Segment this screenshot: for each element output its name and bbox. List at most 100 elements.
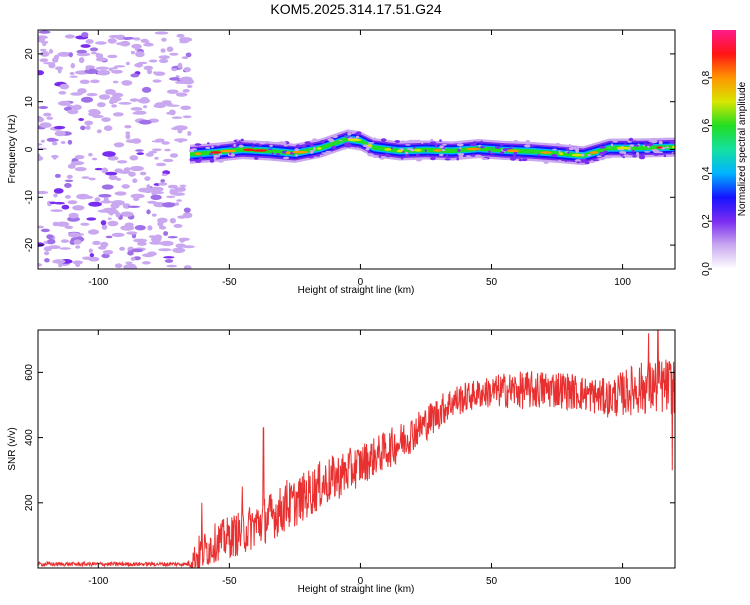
trace-speckle	[472, 141, 478, 145]
noise-cell	[43, 112, 52, 117]
noise-cell	[154, 31, 169, 35]
noise-cell	[130, 73, 140, 78]
trace-speckle	[415, 139, 422, 143]
noise-cell	[177, 62, 183, 69]
trace-speckle	[658, 140, 663, 145]
noise-cell	[167, 184, 178, 189]
trace-speckle	[332, 135, 338, 139]
noise-cell	[108, 67, 114, 72]
noise-cell	[114, 65, 126, 68]
noise-cell	[38, 117, 45, 123]
noise-cell	[110, 202, 120, 209]
noise-cell	[125, 261, 133, 265]
noise-cell	[38, 263, 43, 267]
trace-speckle	[626, 152, 633, 155]
noise-cell	[149, 241, 164, 245]
noise-cell	[58, 91, 67, 95]
noise-cell	[163, 231, 169, 236]
trace-speckle	[663, 154, 666, 158]
noise-cell	[160, 48, 166, 53]
trace-hotspot	[243, 148, 254, 152]
trace-hotspot	[540, 151, 552, 154]
trace-hotspot	[616, 146, 630, 150]
noise-cell	[88, 152, 93, 157]
noise-cell	[160, 179, 165, 183]
noise-cell	[124, 82, 132, 85]
trace-speckle	[656, 153, 664, 156]
trace-speckle	[478, 144, 482, 147]
trace-hotspot	[316, 147, 322, 150]
noise-cell	[139, 171, 147, 176]
noise-cell	[174, 202, 180, 206]
trace-speckle	[307, 156, 314, 159]
noise-cell	[112, 66, 118, 70]
noise-cell	[145, 152, 154, 157]
noise-cell	[177, 215, 187, 219]
noise-cell	[40, 41, 49, 44]
trace-speckle	[251, 145, 255, 148]
noise-cell	[179, 77, 191, 82]
noise-cell	[91, 157, 98, 161]
noise-cell	[38, 225, 44, 229]
noise-cell	[78, 118, 84, 121]
noise-cell	[64, 183, 72, 188]
trace-speckle	[513, 156, 517, 160]
trace-speckle	[438, 153, 444, 156]
noise-cell	[146, 184, 151, 190]
noise-cell	[176, 33, 185, 38]
trace-speckle	[211, 145, 214, 149]
trace-speckle	[525, 140, 531, 144]
trace-speckle	[632, 155, 637, 158]
noise-cell	[153, 104, 163, 108]
noise-cell	[72, 205, 85, 211]
noise-cell	[162, 202, 176, 208]
trace-speckle	[513, 140, 519, 143]
snr-x-tick-label: -100	[88, 576, 108, 587]
spectrogram-x-tick-label: -100	[88, 277, 108, 288]
trace-speckle	[458, 155, 464, 159]
trace-speckle	[639, 154, 645, 158]
noise-cell	[109, 99, 115, 105]
trace-speckle	[229, 152, 232, 156]
trace-speckle	[309, 144, 316, 147]
snr-x-tick-label: -50	[222, 576, 237, 587]
noise-cell	[171, 68, 178, 72]
trace-speckle	[367, 151, 371, 154]
trace-speckle	[672, 152, 675, 155]
noise-cell	[130, 107, 143, 111]
noise-cell	[60, 239, 69, 243]
spectrogram-y-tick-label: 10	[24, 96, 35, 108]
trace-speckle	[552, 143, 557, 146]
trace-speckle	[189, 158, 194, 161]
noise-cell	[111, 69, 123, 74]
spectrogram-cells	[38, 30, 675, 269]
noise-cell	[131, 43, 142, 49]
trace-speckle	[557, 159, 562, 163]
spectrogram-y-tick-label: -10	[24, 190, 35, 205]
noise-cell	[76, 49, 88, 54]
colorbar: 0.0 0.2 0.4 0.6 0.8 Normalized spectral ampl…	[701, 30, 748, 276]
trace-speckle	[316, 154, 320, 157]
noise-cell	[115, 211, 121, 218]
noise-cell	[112, 112, 124, 117]
trace-speckle	[620, 153, 623, 157]
noise-cell	[179, 40, 189, 44]
trace-speckle	[441, 149, 446, 152]
trace-speckle	[421, 141, 424, 145]
noise-cell	[43, 62, 56, 65]
noise-cell	[130, 265, 138, 269]
noise-cell	[111, 104, 117, 108]
noise-cell	[53, 201, 65, 205]
trace-speckle	[456, 143, 464, 147]
trace-speckle	[576, 161, 580, 164]
trace-speckle	[629, 144, 635, 147]
noise-cell	[94, 167, 104, 171]
trace-speckle	[466, 155, 471, 158]
noise-cell	[127, 250, 134, 256]
noise-cell	[168, 109, 176, 116]
noise-cell	[161, 173, 168, 177]
trace-speckle	[580, 153, 585, 157]
snr-plot-area	[38, 330, 675, 568]
noise-cell	[129, 98, 140, 102]
noise-cell	[158, 58, 169, 64]
